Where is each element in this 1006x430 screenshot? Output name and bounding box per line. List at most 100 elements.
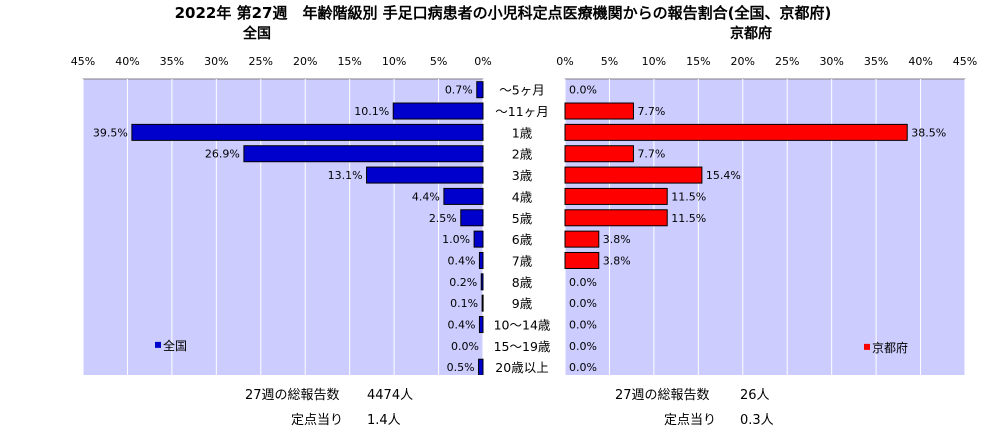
kyoto-data-label: 11.5% bbox=[671, 190, 706, 203]
national-bar bbox=[460, 209, 484, 227]
national-bar bbox=[478, 358, 484, 375]
national-bar bbox=[443, 187, 484, 205]
kyoto-tick-label: 15% bbox=[686, 55, 710, 68]
national-bar bbox=[131, 123, 484, 141]
national-bar bbox=[478, 316, 484, 334]
national-tick-label: 10% bbox=[382, 55, 406, 68]
national-bar bbox=[243, 145, 484, 163]
kyoto-data-label: 7.7% bbox=[637, 105, 665, 118]
kyoto-data-label: 38.5% bbox=[911, 126, 946, 139]
national-bar bbox=[473, 230, 484, 248]
category-label: 3歳 bbox=[512, 168, 533, 183]
category-label: 8歳 bbox=[512, 275, 533, 290]
national-tick-label: 30% bbox=[204, 55, 228, 68]
kyoto-data-label: 0.0% bbox=[569, 340, 597, 353]
kyoto-data-label: 0.0% bbox=[569, 319, 597, 332]
national-data-label: 4.4% bbox=[412, 190, 440, 203]
kyoto-total-label: 27週の総報告数 bbox=[615, 388, 710, 403]
category-label: ～11ヶ月 bbox=[495, 104, 548, 119]
national-bar bbox=[476, 81, 484, 99]
national-tick-label: 35% bbox=[160, 55, 184, 68]
national-bar bbox=[366, 166, 484, 184]
national-subtitle: 全国 bbox=[243, 26, 271, 42]
kyoto-tick-label: 5% bbox=[601, 55, 618, 68]
national-data-label: 13.1% bbox=[328, 169, 363, 182]
national-tick-label: 0% bbox=[474, 55, 491, 68]
kyoto-bar bbox=[564, 230, 600, 248]
kyoto-tick-label: 25% bbox=[775, 55, 799, 68]
kyoto-bar bbox=[564, 209, 668, 227]
category-label: 5歳 bbox=[512, 211, 533, 226]
kyoto-tick-label: 0% bbox=[556, 55, 573, 68]
category-label: 20歳以上 bbox=[495, 360, 548, 375]
national-data-label: 0.5% bbox=[447, 361, 475, 374]
kyoto-per-label: 定点当り bbox=[664, 413, 717, 428]
kyoto-per-value: 0.3人 bbox=[740, 413, 774, 428]
category-label: 1歳 bbox=[512, 125, 533, 140]
kyoto-bar bbox=[564, 251, 600, 269]
category-label: 6歳 bbox=[512, 232, 533, 247]
kyoto-tick-label: 30% bbox=[819, 55, 843, 68]
kyoto-tick-label: 20% bbox=[731, 55, 755, 68]
pyramid-chart: 45% 40% 35% 30% 25% 20% 15% 10% 5% 0% 0.7% 10.1% 39.… bbox=[71, 55, 977, 375]
kyoto-data-label: 7.7% bbox=[637, 148, 665, 161]
kyoto-tick-label: 10% bbox=[642, 55, 666, 68]
national-legend-swatch bbox=[155, 341, 161, 348]
national-tick-label: 45% bbox=[71, 55, 95, 68]
national-legend-label: 全国 bbox=[163, 338, 187, 353]
national-tick-label: 15% bbox=[337, 55, 361, 68]
category-label: 7歳 bbox=[512, 253, 533, 268]
category-label: ～5ヶ月 bbox=[499, 83, 544, 98]
category-label: 4歳 bbox=[512, 189, 533, 204]
kyoto-subtitle: 京都府 bbox=[730, 26, 772, 42]
kyoto-data-label: 3.8% bbox=[603, 233, 631, 246]
national-data-label: 0.4% bbox=[447, 254, 475, 267]
category-label: 9歳 bbox=[512, 296, 533, 311]
kyoto-plot-area bbox=[564, 78, 966, 375]
national-data-label: 26.9% bbox=[205, 148, 240, 161]
kyoto-data-label: 0.0% bbox=[569, 297, 597, 310]
kyoto-total-value: 26人 bbox=[740, 388, 770, 403]
kyoto-bar bbox=[564, 123, 908, 141]
category-label: 2歳 bbox=[512, 147, 533, 162]
national-tick-label: 40% bbox=[115, 55, 139, 68]
kyoto-legend-swatch bbox=[864, 343, 870, 350]
national-total-label: 27週の総報告数 bbox=[245, 388, 340, 403]
kyoto-data-label: 0.0% bbox=[569, 361, 597, 374]
national-tick-label: 25% bbox=[249, 55, 273, 68]
chart-title: 2022年 第27週 年齢階級別 手足口病患者の小児科定点医療機関からの報告割合… bbox=[174, 4, 832, 22]
national-data-label: 0.7% bbox=[445, 84, 473, 97]
national-data-label: 0.1% bbox=[450, 297, 478, 310]
national-data-label: 39.5% bbox=[93, 126, 128, 139]
kyoto-data-label: 15.4% bbox=[706, 169, 741, 182]
kyoto-bar bbox=[564, 145, 634, 163]
kyoto-tick-label: 40% bbox=[908, 55, 932, 68]
national-per-label: 定点当り bbox=[291, 413, 344, 428]
national-data-label: 0.2% bbox=[449, 276, 477, 289]
national-tick-label: 20% bbox=[293, 55, 317, 68]
kyoto-data-label: 3.8% bbox=[603, 254, 631, 267]
national-data-label: 10.1% bbox=[354, 105, 389, 118]
national-plot-area bbox=[82, 78, 484, 375]
kyoto-bar bbox=[564, 166, 703, 184]
kyoto-data-label: 0.0% bbox=[569, 84, 597, 97]
national-per-value: 1.4人 bbox=[367, 413, 401, 428]
national-bar bbox=[481, 294, 484, 312]
kyoto-data-label: 11.5% bbox=[671, 212, 706, 225]
national-data-label: 0.0% bbox=[451, 340, 479, 353]
kyoto-data-label: 0.0% bbox=[569, 276, 597, 289]
national-bar bbox=[480, 273, 484, 291]
kyoto-tick-label: 45% bbox=[953, 55, 977, 68]
national-total-value: 4474人 bbox=[367, 388, 414, 403]
national-bar bbox=[392, 102, 484, 120]
national-tick-label: 5% bbox=[430, 55, 447, 68]
kyoto-tick-label: 35% bbox=[864, 55, 888, 68]
kyoto-bar bbox=[564, 187, 668, 205]
national-data-label: 2.5% bbox=[429, 212, 457, 225]
kyoto-bar bbox=[564, 102, 634, 120]
category-label: 10～14歳 bbox=[494, 318, 551, 333]
national-data-label: 1.0% bbox=[442, 233, 470, 246]
kyoto-legend-label: 京都府 bbox=[872, 340, 908, 355]
national-bar bbox=[478, 251, 484, 269]
